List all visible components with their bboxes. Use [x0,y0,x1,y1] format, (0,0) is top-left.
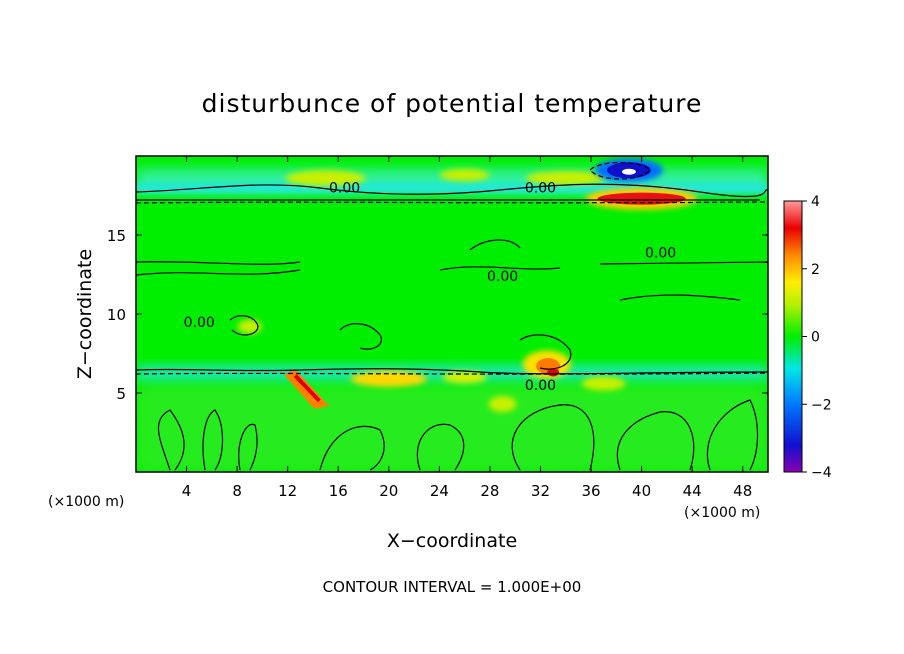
contour-line [136,269,301,276]
contour-label: 0.00 [645,245,676,261]
contour-line [339,323,382,350]
x-tick-label: 24 [430,482,449,500]
x-tick-label: 40 [632,482,651,500]
warm-streak-core [293,374,321,403]
contour-line-negative [589,161,651,180]
contour-label: 0.00 [184,315,215,331]
contour-labels: 0.00 0.00 0.00 0.00 0.00 0.00 [184,181,677,395]
contour-label: 0.00 [525,181,556,197]
colorbar-tick-label: 0 [811,330,820,346]
x-tick-label: 8 [232,482,242,500]
chart-title: disturbunce of potential temperature [202,89,703,118]
contour-label: 0.00 [329,181,360,197]
contour-label: 0.00 [525,378,556,394]
x-tick-label: 12 [278,482,297,500]
contour-line [319,425,385,471]
warm-blob [442,371,487,384]
x-tick-label: 4 [182,482,192,500]
lower-region [136,385,768,472]
contour-line [238,423,258,471]
colorbar-tick-label: −4 [811,465,832,481]
warm-blob [237,319,262,334]
contour-line [202,409,224,471]
x-axis-ticks: 4 8 12 16 20 24 28 32 36 40 44 48 [182,156,752,500]
x-tick-label: 16 [329,482,348,500]
warm-anomaly-core [597,192,686,205]
y-axis-label: Z−coordinate [74,249,96,379]
y-tick-label: 10 [107,306,126,324]
colorbar-tick-label: 4 [811,194,820,210]
y-tick-label: 5 [116,385,126,403]
field-shapes [136,158,768,472]
contour-line [439,266,561,271]
x-unit-left: (×1000 m) [48,494,124,510]
contour-line [619,294,741,301]
y-axis-ticks: 5 10 15 [107,227,768,403]
colorbar-tick-label: −2 [811,397,832,413]
contour-lines [136,161,768,471]
cold-anomaly-center [621,168,636,175]
plot-area [136,156,768,472]
contour-line [229,315,259,336]
x-tick-label: 28 [480,482,499,500]
x-tick-label: 20 [379,482,398,500]
contour-line-negative [136,201,768,204]
colorbar-ticks: 4 2 0 −2 −4 [802,194,832,481]
contour-line [136,261,301,265]
warm-blob [439,168,490,181]
warm-blob [525,171,606,186]
y-tick-label: 15 [107,227,126,245]
contour-line [616,411,695,471]
contour-line [511,404,595,471]
band-cool-upper [136,182,768,193]
contour-line [599,261,768,265]
warm-blob [285,170,366,187]
colorbar: 4 2 0 −2 −4 [783,194,832,481]
colorbar-gradient [783,200,803,473]
contour-line [157,409,185,471]
contour-line [469,239,521,251]
contour-interval-note: CONTOUR INTERVAL = 1.000E+00 [323,578,582,596]
contour-line-negative [136,372,768,375]
warm-blob [350,370,427,387]
colorbar-tick-label: 2 [811,262,820,278]
x-tick-label: 48 [733,482,752,500]
contour-line [136,368,768,375]
contour-line [706,399,759,471]
contour-line [519,334,572,370]
contour-line [416,423,465,471]
contour-label: 0.00 [487,269,518,285]
x-axis-label: X−coordinate [387,530,517,552]
x-tick-label: 36 [581,482,600,500]
x-unit-right: (×1000 m) [684,505,760,521]
x-tick-label: 32 [531,482,550,500]
warm-blob [488,396,517,413]
x-tick-label: 44 [683,482,702,500]
contour-line [136,183,768,198]
warm-blob [581,376,626,391]
